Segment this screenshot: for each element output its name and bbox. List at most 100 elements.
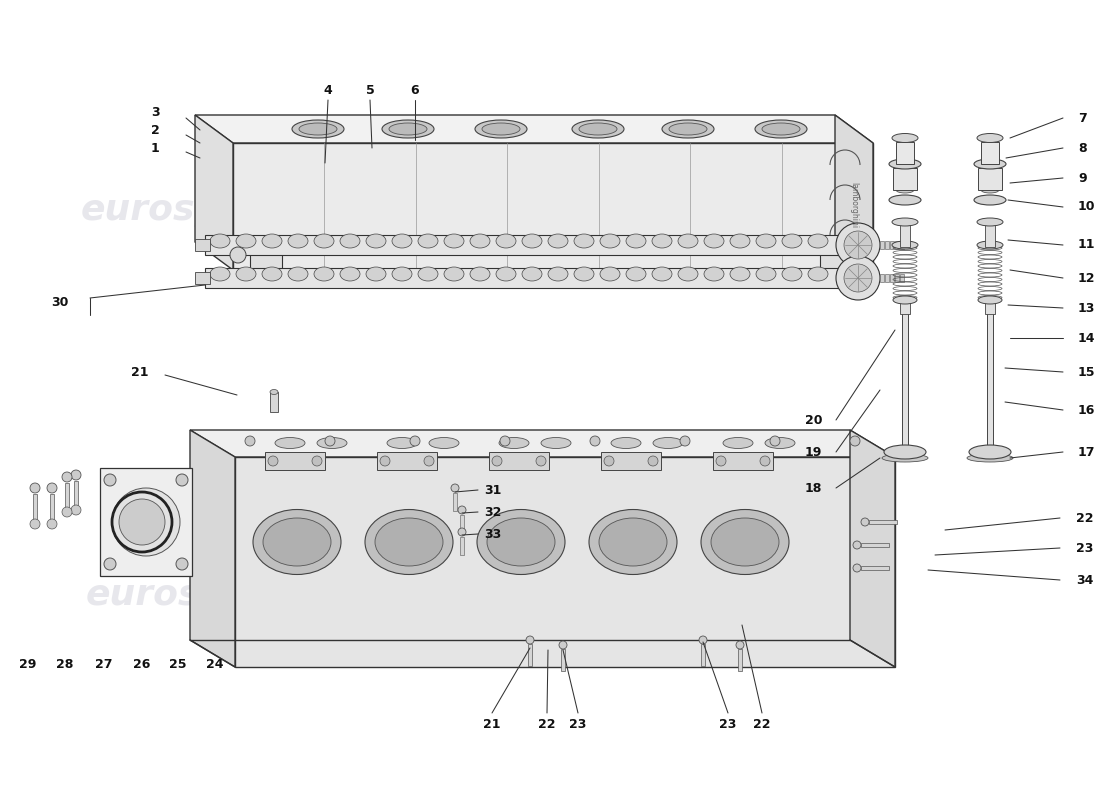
- Circle shape: [47, 483, 57, 493]
- Ellipse shape: [299, 123, 337, 135]
- Ellipse shape: [884, 445, 926, 459]
- Text: 18: 18: [804, 482, 822, 494]
- Text: 14: 14: [1078, 331, 1096, 345]
- Circle shape: [836, 223, 880, 267]
- Ellipse shape: [392, 234, 412, 248]
- Text: 20: 20: [804, 414, 822, 426]
- Ellipse shape: [477, 510, 565, 574]
- Circle shape: [104, 474, 116, 486]
- Ellipse shape: [600, 234, 620, 248]
- Ellipse shape: [444, 234, 464, 248]
- Circle shape: [536, 456, 546, 466]
- Circle shape: [698, 636, 707, 644]
- Ellipse shape: [470, 267, 490, 281]
- Bar: [890, 274, 894, 282]
- Ellipse shape: [375, 518, 443, 566]
- Bar: [896, 142, 914, 164]
- Circle shape: [312, 456, 322, 466]
- Ellipse shape: [893, 296, 917, 304]
- Text: 21: 21: [483, 718, 500, 730]
- Ellipse shape: [475, 120, 527, 138]
- Ellipse shape: [588, 510, 676, 574]
- Ellipse shape: [482, 123, 520, 135]
- Ellipse shape: [389, 123, 427, 135]
- Ellipse shape: [678, 234, 698, 248]
- Ellipse shape: [314, 267, 334, 281]
- Circle shape: [72, 505, 81, 515]
- Ellipse shape: [882, 454, 928, 462]
- Circle shape: [245, 436, 255, 446]
- Ellipse shape: [678, 267, 698, 281]
- Ellipse shape: [977, 241, 1003, 249]
- Circle shape: [119, 499, 165, 545]
- Text: 5: 5: [365, 83, 374, 97]
- Ellipse shape: [574, 234, 594, 248]
- Bar: [984, 225, 996, 247]
- Bar: [869, 520, 896, 524]
- Text: 12: 12: [1078, 271, 1096, 285]
- Text: 9: 9: [1078, 171, 1087, 185]
- Circle shape: [230, 247, 246, 263]
- Ellipse shape: [782, 267, 802, 281]
- Ellipse shape: [418, 234, 438, 248]
- Ellipse shape: [808, 267, 828, 281]
- Circle shape: [590, 436, 600, 446]
- Bar: [701, 644, 705, 666]
- Text: 17: 17: [1078, 446, 1096, 458]
- Bar: [861, 566, 889, 570]
- Bar: [601, 452, 661, 470]
- Ellipse shape: [292, 120, 344, 138]
- Bar: [738, 649, 742, 671]
- Ellipse shape: [653, 438, 683, 449]
- Text: eurospares: eurospares: [80, 193, 309, 227]
- Ellipse shape: [762, 123, 800, 135]
- Ellipse shape: [574, 267, 594, 281]
- Circle shape: [176, 558, 188, 570]
- Text: 3: 3: [151, 106, 160, 118]
- Text: 32: 32: [484, 506, 502, 518]
- Bar: [886, 274, 889, 282]
- Text: 23: 23: [719, 718, 737, 730]
- Polygon shape: [195, 115, 233, 270]
- Circle shape: [736, 641, 744, 649]
- Ellipse shape: [270, 390, 278, 394]
- Bar: [195, 272, 210, 284]
- Bar: [900, 225, 910, 247]
- Ellipse shape: [711, 518, 779, 566]
- Ellipse shape: [314, 234, 334, 248]
- Circle shape: [844, 231, 872, 259]
- Bar: [453, 493, 456, 511]
- Ellipse shape: [730, 267, 750, 281]
- Text: 19: 19: [804, 446, 822, 458]
- Ellipse shape: [444, 267, 464, 281]
- Ellipse shape: [730, 234, 750, 248]
- Circle shape: [770, 436, 780, 446]
- Circle shape: [852, 564, 861, 572]
- Ellipse shape: [522, 234, 542, 248]
- Text: 13: 13: [1078, 302, 1096, 314]
- Text: 1: 1: [151, 142, 160, 154]
- Circle shape: [526, 636, 534, 644]
- Bar: [880, 241, 884, 249]
- Text: 29: 29: [20, 658, 36, 671]
- Circle shape: [324, 436, 336, 446]
- Text: 30: 30: [52, 295, 68, 309]
- Text: 28: 28: [56, 658, 74, 671]
- Bar: [50, 494, 54, 524]
- Ellipse shape: [572, 120, 624, 138]
- Circle shape: [760, 456, 770, 466]
- Ellipse shape: [756, 234, 775, 248]
- Circle shape: [559, 641, 566, 649]
- Circle shape: [861, 518, 869, 526]
- Bar: [984, 302, 996, 314]
- Text: 27: 27: [96, 658, 112, 671]
- Circle shape: [112, 488, 180, 556]
- Text: 25: 25: [169, 658, 187, 671]
- Text: 22: 22: [1076, 511, 1093, 525]
- Ellipse shape: [782, 234, 802, 248]
- Ellipse shape: [522, 267, 542, 281]
- Text: lamborghini: lamborghini: [849, 182, 858, 228]
- Text: 22: 22: [538, 718, 556, 730]
- Ellipse shape: [974, 195, 1006, 205]
- Text: 6: 6: [410, 83, 419, 97]
